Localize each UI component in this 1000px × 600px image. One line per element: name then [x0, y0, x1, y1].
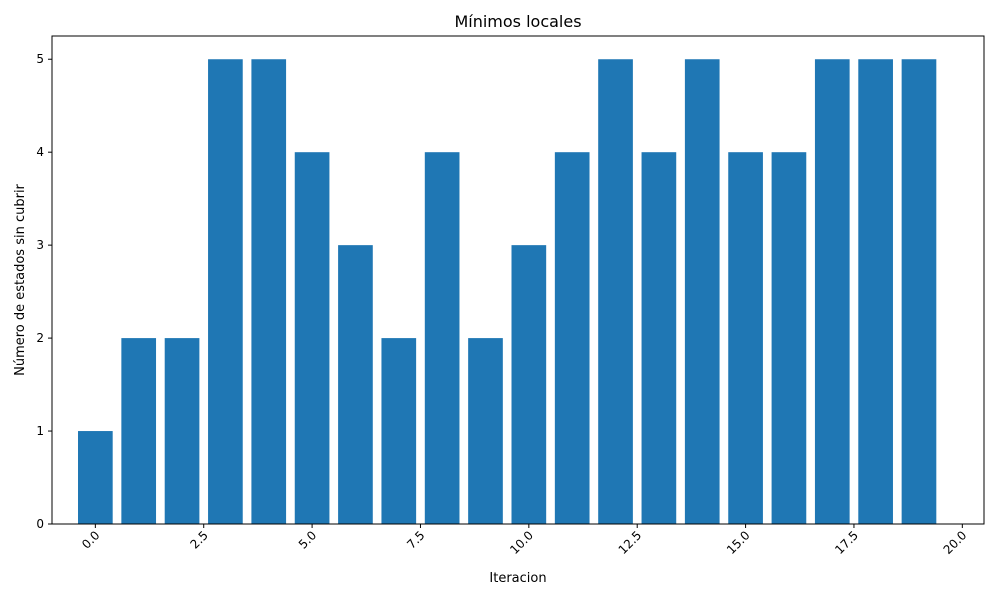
bar-18 [858, 59, 893, 524]
bar-7 [381, 338, 417, 524]
chart-title: Mínimos locales [454, 12, 581, 31]
bar-2 [164, 338, 200, 524]
x-axis-ticks: 0.0 2.5 5.0 7.5 10.0 12.5 15.0 17.5 20.0 [79, 524, 969, 557]
bar-15 [728, 152, 763, 524]
bar-13 [641, 152, 677, 524]
y-tick-label-3: 3 [36, 238, 44, 252]
x-tick-label-1: 2.5 [187, 528, 210, 551]
bar-3 [208, 59, 243, 524]
bar-16 [771, 152, 807, 524]
x-tick-label-2: 5.0 [296, 528, 319, 551]
bar-8 [424, 152, 460, 524]
bar-4 [251, 59, 287, 524]
bar-0 [78, 431, 113, 524]
y-tick-label-2: 2 [36, 331, 44, 345]
y-axis-label: Número de estados sin cubrir [13, 183, 28, 375]
bar-5 [294, 152, 330, 524]
bar-11 [554, 152, 590, 524]
bar-12 [598, 59, 633, 524]
x-tick-label-5: 12.5 [616, 528, 645, 557]
plot-frame [51, 35, 985, 525]
bar-19 [901, 59, 937, 524]
x-tick-label-7: 17.5 [832, 528, 861, 557]
y-tick-label-5: 5 [36, 52, 44, 66]
bar-14 [684, 59, 720, 524]
y-tick-label-1: 1 [36, 424, 44, 438]
x-tick-label-4: 10.0 [507, 528, 536, 557]
y-tick-label-4: 4 [36, 145, 44, 159]
bar-9 [468, 338, 503, 524]
y-tick-label-0: 0 [36, 517, 44, 531]
x-axis-label: Iteracion [489, 571, 546, 586]
y-axis-ticks: 0 1 2 3 4 5 [36, 52, 52, 531]
x-tick-label-0: 0.0 [79, 528, 102, 551]
bar-1 [121, 338, 157, 524]
x-tick-label-6: 15.0 [724, 528, 753, 557]
bar-17 [814, 59, 850, 524]
x-tick-label-8: 20.0 [941, 528, 970, 557]
bar-10 [511, 245, 547, 524]
bar-6 [338, 245, 373, 524]
x-tick-label-3: 7.5 [404, 528, 427, 551]
bars-group [78, 59, 937, 524]
